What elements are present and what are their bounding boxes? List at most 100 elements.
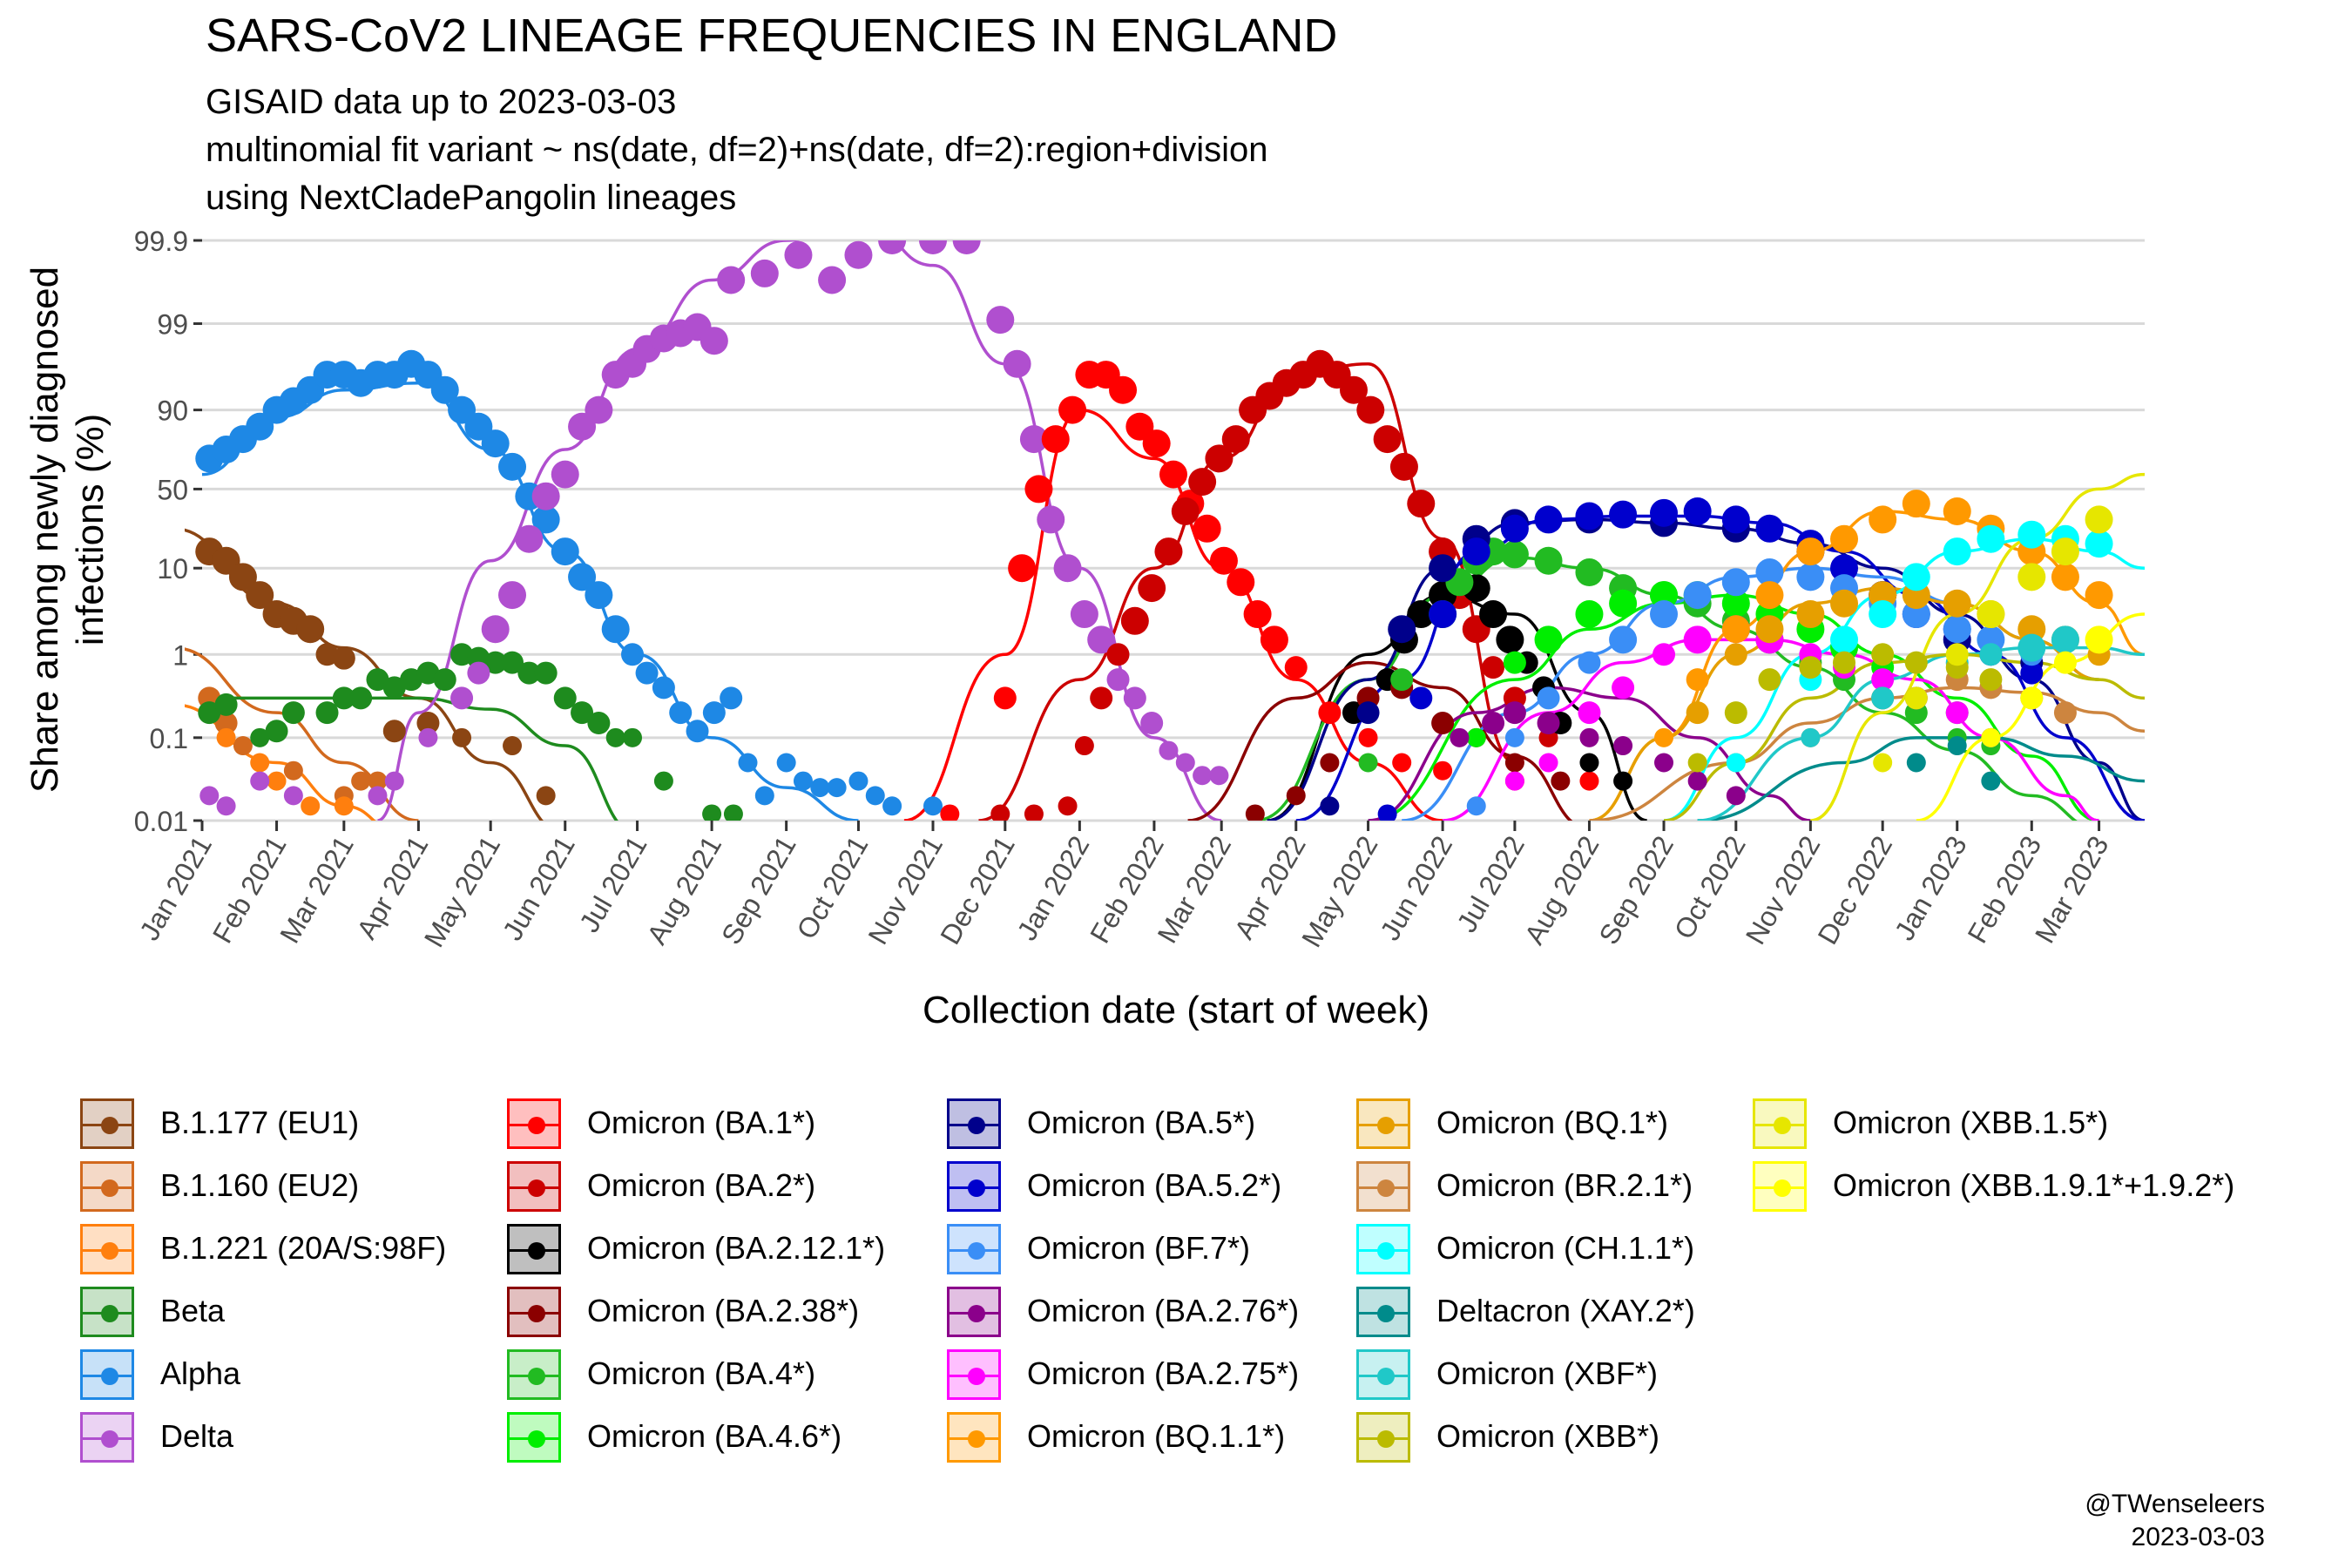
legend-key-point [528,1430,545,1448]
data-point-omicron-ba-1- [1142,429,1171,458]
data-point-omicron-ba-4- [1358,753,1378,773]
data-point-omicron-ba-5-2- [2020,661,2044,685]
data-point-omicron-xbb-1-9-1-1-9-2- [2085,625,2113,654]
data-point-b-1-177-eu1- [452,727,472,747]
x-tick-label: Jun 2021 [497,831,581,946]
legend-key-omicron-xbb- [1356,1412,1410,1463]
data-point-omicron-ba-2- [1138,574,1166,603]
x-tick-label: Oct 2022 [1668,831,1752,944]
data-point-omicron-xbb-1-5- [1904,686,1928,710]
data-point-omicron-xbb-1-5- [1873,753,1893,773]
data-point-beta [571,701,594,725]
data-point-delta [418,727,438,747]
data-point-omicron-ba-1- [940,804,960,821]
data-point-omicron-ba-1- [1109,375,1138,404]
data-point-alpha [531,505,560,534]
legend-key-omicron-xbb-1-5- [1753,1098,1807,1149]
data-point-omicron-ba-2-75- [1652,643,1676,666]
data-point-alpha [720,686,743,710]
data-point-omicron-ba-2-12-1- [1579,753,1599,773]
legend-label: Omicron (BA.2.75*) [1027,1355,1300,1391]
legend-label: B.1.160 (EU2) [160,1167,360,1203]
data-point-delta [1053,554,1082,583]
legend-key-point [101,1117,118,1134]
data-point-omicron-bf-7- [1796,563,1825,591]
data-point-beta [281,701,305,725]
data-point-omicron-ba-2- [1356,395,1385,424]
data-point-beta [315,701,339,725]
data-point-delta [384,771,404,791]
data-point-omicron-bq-1-1- [1796,537,1825,566]
data-point-omicron-bf-7- [1943,615,1971,644]
data-point-omicron-ba-2- [1171,497,1200,525]
data-point-beta [265,720,288,743]
data-point-omicron-bq-1-1- [1902,490,1930,518]
data-point-omicron-xbb- [1758,668,1781,692]
data-point-omicron-ba-2- [1090,686,1113,710]
data-point-omicron-xbf- [2051,625,2079,654]
data-point-omicron-bf-7- [1721,568,1750,597]
data-point-omicron-xbb-1-5- [2017,563,2046,591]
data-point-beta [332,686,355,710]
data-point-omicron-ba-2-76- [1654,753,1674,773]
legend-label: Delta [160,1418,234,1454]
data-point-omicron-ba-2-12-1- [1496,625,1524,654]
y-tick-label: 10 [157,553,188,585]
fit-line-delta [376,240,1222,821]
fit-line-omicron-xbb-1-5- [1810,472,2146,821]
data-point-delta [1070,600,1098,629]
x-tick-label: Sep 2022 [1592,831,1680,950]
data-point-delta [1123,686,1146,710]
data-point-omicron-ba-2-75- [1538,753,1558,773]
data-point-beta [198,701,221,725]
data-point-omicron-ba-2-75- [1504,771,1524,791]
data-point-omicron-ba-2- [1339,375,1368,404]
data-point-delta [818,266,847,294]
data-point-omicron-ba-2-75- [1871,668,1895,692]
data-point-b-1-160-eu2- [351,771,371,791]
data-point-b-1-177-eu1- [296,615,325,644]
data-point-omicron-ba-1- [1227,568,1255,597]
data-point-alpha [621,643,645,666]
data-point-omicron-ba-2-75- [1945,701,1969,725]
data-point-beta [366,668,389,692]
data-point-delta [1003,349,1031,378]
data-point-alpha [430,375,459,404]
data-point-omicron-ba-2-76- [1687,771,1707,791]
legend-key-deltacron-xay-2- [1356,1287,1410,1337]
data-point-b-1-177-eu1- [503,736,523,756]
data-point-omicron-ch-1-1- [2085,530,2113,558]
data-point-omicron-bq-1-1- [2051,563,2079,591]
legend-label: Deltacron (XAY.2*) [1436,1293,1695,1328]
x-tick-label: Jul 2022 [1450,831,1531,938]
data-point-delta [498,581,527,610]
data-point-omicron-ba-2-38- [1504,753,1524,773]
data-point-omicron-ba-2- [990,804,1010,821]
data-point-omicron-ba-1- [1041,425,1070,454]
data-point-omicron-ba-1- [993,686,1017,710]
legend-key-point [1377,1179,1395,1197]
data-point-omicron-xbb- [1833,651,1856,674]
data-point-delta [585,395,613,424]
data-point-omicron-bq-1- [1686,701,1709,725]
legend-key-point [968,1117,985,1134]
data-point-delta [1193,766,1213,786]
data-point-delta [531,482,560,510]
data-point-delta [250,771,270,791]
data-point-alpha [551,537,579,566]
chart-subtitle-line-3: using NextCladePangolin lineages [206,179,737,217]
data-point-omicron-ba-1- [1284,656,1308,679]
legend-key-b-1-177-eu1- [80,1098,134,1149]
legend-label: Omicron (BA.4*) [587,1355,816,1391]
data-point-delta [283,786,303,806]
data-point-alpha [568,563,597,591]
data-point-omicron-ba-2- [1058,796,1078,816]
data-point-alpha [481,429,510,458]
data-point-omicron-bq-1- [1830,589,1859,618]
data-point-omicron-ba-2-38- [1431,712,1455,735]
data-point-delta [199,786,220,806]
data-point-omicron-bq-1- [1796,600,1825,629]
data-point-omicron-ba-2- [1154,537,1183,566]
data-point-alpha [882,796,902,816]
data-point-omicron-bf-7- [1504,727,1524,747]
